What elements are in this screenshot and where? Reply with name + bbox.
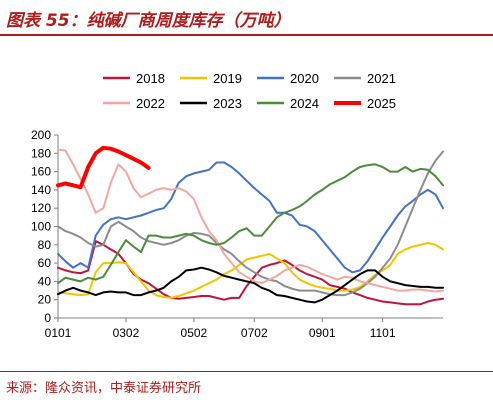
x-tick-label: 0702 bbox=[241, 326, 268, 340]
legend-label-2021: 2021 bbox=[367, 71, 396, 86]
x-tick-label: 0101 bbox=[45, 326, 72, 340]
series-line-2024 bbox=[57, 163, 444, 285]
y-tick-label: 20 bbox=[38, 293, 52, 307]
x-tick-label: 1101 bbox=[370, 326, 396, 340]
legend-label-2024: 2024 bbox=[290, 96, 319, 111]
y-tick-label: 180 bbox=[31, 146, 51, 160]
y-tick-label: 140 bbox=[31, 183, 51, 197]
x-tick-label: 0502 bbox=[181, 326, 208, 340]
y-tick-label: 80 bbox=[38, 238, 52, 252]
source-divider bbox=[0, 371, 493, 372]
title-divider bbox=[0, 34, 493, 36]
y-tick-label: 200 bbox=[31, 128, 51, 142]
y-tick-label: 0 bbox=[44, 311, 51, 325]
y-tick-label: 160 bbox=[31, 165, 51, 179]
legend-label-2023: 2023 bbox=[213, 96, 242, 111]
y-tick-label: 60 bbox=[38, 256, 52, 270]
source-note: 来源：隆众资讯，中泰证券研究所 bbox=[6, 381, 202, 396]
x-tick-label: 0302 bbox=[113, 326, 140, 340]
series-line-2022 bbox=[57, 148, 444, 293]
x-tick-label: 0901 bbox=[309, 326, 336, 340]
y-tick-label: 40 bbox=[38, 274, 52, 288]
legend-label-2022: 2022 bbox=[136, 96, 165, 111]
series-line-2023 bbox=[57, 266, 444, 304]
figure-title: 图表 55：纯碱厂商周度库存（万吨） bbox=[6, 11, 291, 31]
series-line-2020 bbox=[57, 161, 444, 274]
legend-label-2025: 2025 bbox=[367, 96, 396, 111]
legend-label-2018: 2018 bbox=[136, 71, 165, 86]
y-tick-label: 100 bbox=[31, 220, 51, 234]
series-line-2021 bbox=[57, 150, 444, 297]
series-line-2025 bbox=[56, 145, 151, 190]
y-tick-label: 120 bbox=[31, 201, 51, 215]
legend-label-2020: 2020 bbox=[290, 71, 319, 86]
legend-label-2019: 2019 bbox=[213, 71, 242, 86]
series-line-2018 bbox=[57, 240, 444, 306]
line-chart: 0 20 40 60 80 100 120 140 160 180 200 0101 0302 0502 0… bbox=[31, 71, 444, 340]
